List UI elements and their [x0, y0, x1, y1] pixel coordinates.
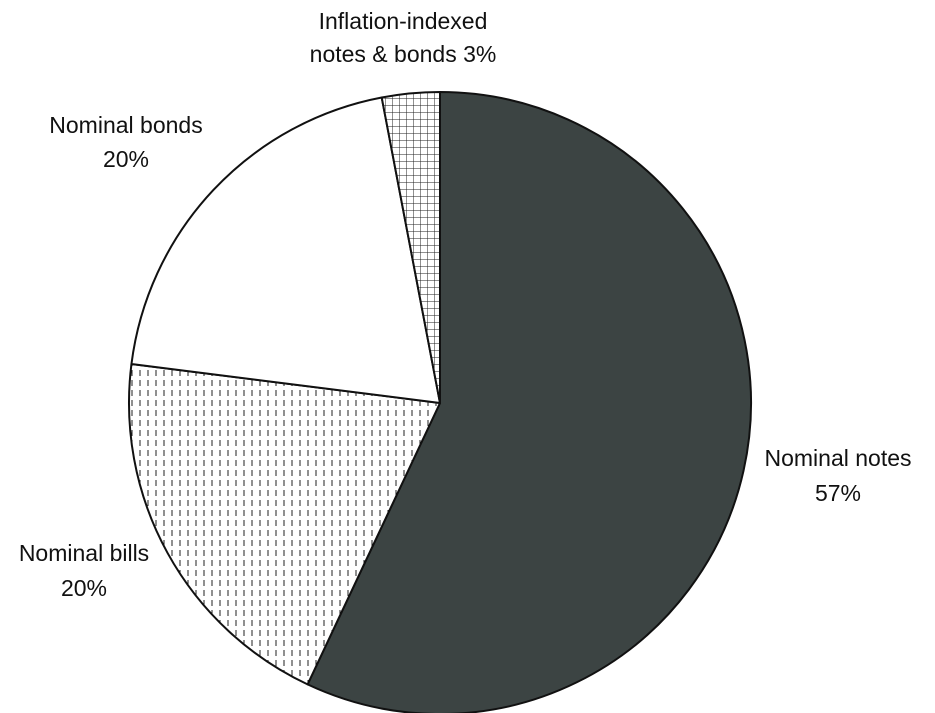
- value-nominal-bills: 20%: [61, 575, 107, 601]
- value-nominal-bonds: 20%: [103, 146, 149, 172]
- slice-inflation-indexed-notes-bonds: [380, 91, 441, 404]
- value-inflation-indexed: notes & bonds 3%: [310, 41, 497, 67]
- pie-slices: [128, 91, 752, 713]
- label-nominal-notes: Nominal notes: [764, 445, 911, 471]
- label-inflation-indexed: Inflation-indexed: [319, 8, 488, 34]
- slice-nominal-bonds: [130, 96, 441, 404]
- value-nominal-notes: 57%: [815, 480, 861, 506]
- label-nominal-bills: Nominal bills: [19, 540, 149, 566]
- slice-nominal-bills: [128, 363, 441, 686]
- label-nominal-bonds: Nominal bonds: [49, 112, 202, 138]
